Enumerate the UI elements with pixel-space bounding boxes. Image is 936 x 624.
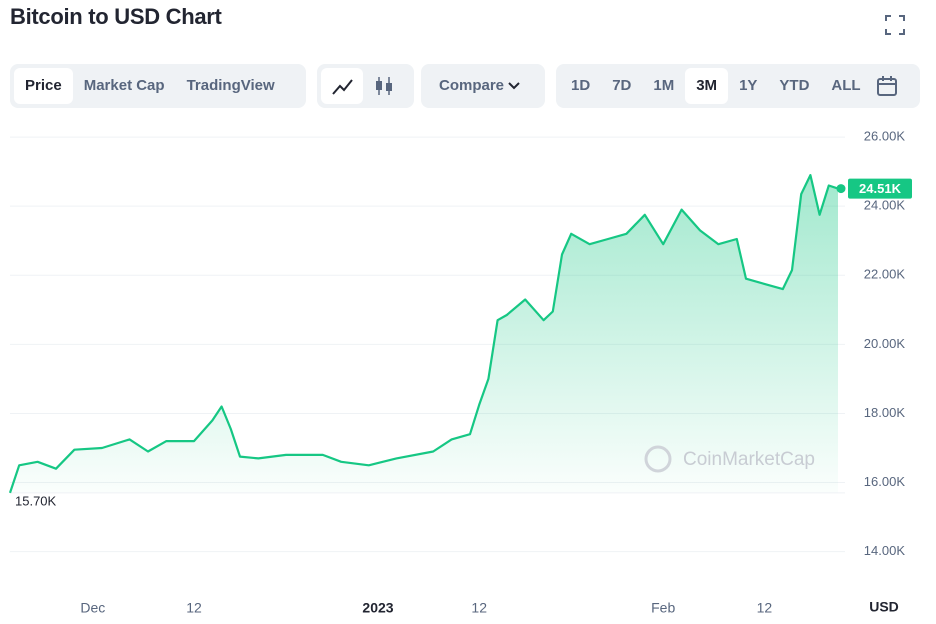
last-point [836, 184, 846, 194]
compare-button[interactable]: Compare [439, 77, 505, 94]
x-tick-label: Feb [651, 600, 675, 616]
x-tick-label: 12 [757, 600, 773, 616]
range[interactable]: 1D [571, 77, 591, 94]
watermark-logo [644, 445, 672, 473]
chart-type-group [317, 64, 414, 108]
y-tick-label: 24.00K [864, 198, 906, 213]
expand-icon[interactable] [884, 14, 906, 36]
compare-group: Compare [421, 64, 545, 108]
range[interactable]: 1Y [739, 77, 758, 94]
range[interactable]: 3M [685, 68, 729, 104]
x-tick-label: 12 [186, 600, 202, 616]
chevron-icon [508, 82, 520, 90]
last-label-box [848, 178, 912, 199]
x-tick-label: 2023 [362, 600, 393, 616]
y-tick-label: 22.00K [864, 267, 906, 282]
candle-icon [376, 77, 392, 95]
y-tick-label: 20.00K [864, 336, 906, 351]
candle-button[interactable] [363, 68, 405, 104]
x-tick-label: 12 [471, 600, 487, 616]
price-area [10, 175, 838, 493]
price-line [8, 174, 839, 494]
calendar-icon[interactable] [876, 75, 898, 97]
line-icon [332, 79, 353, 95]
axis-unit: USD [869, 599, 899, 615]
line-button[interactable] [321, 68, 363, 104]
x-tick-label: Dec [80, 600, 105, 616]
page-title: Bitcoin to USD Chart [10, 4, 222, 29]
tab[interactable]: Market Cap [83, 77, 165, 94]
y-tick-label: 14.00K [864, 543, 906, 558]
y-tick-label: 18.00K [864, 405, 906, 420]
range[interactable]: 7D [612, 77, 632, 94]
min-label: 15.70K [15, 493, 57, 508]
range[interactable]: ALL [831, 77, 861, 94]
watermark: CoinMarketCap [683, 449, 815, 470]
y-tick-label: 16.00K [864, 474, 906, 489]
tab-group: Price Market Cap TradingView [10, 64, 306, 108]
tab[interactable]: Price [14, 68, 73, 104]
range[interactable]: 1M [653, 77, 675, 94]
range[interactable]: YTD [779, 77, 810, 94]
y-tick-label: 26.00K [864, 129, 906, 144]
tab[interactable]: TradingView [186, 77, 275, 94]
range-group: 1D 7D 1M 3M 1Y YTD ALL [556, 64, 920, 108]
last-label: 24.51K [859, 181, 902, 196]
